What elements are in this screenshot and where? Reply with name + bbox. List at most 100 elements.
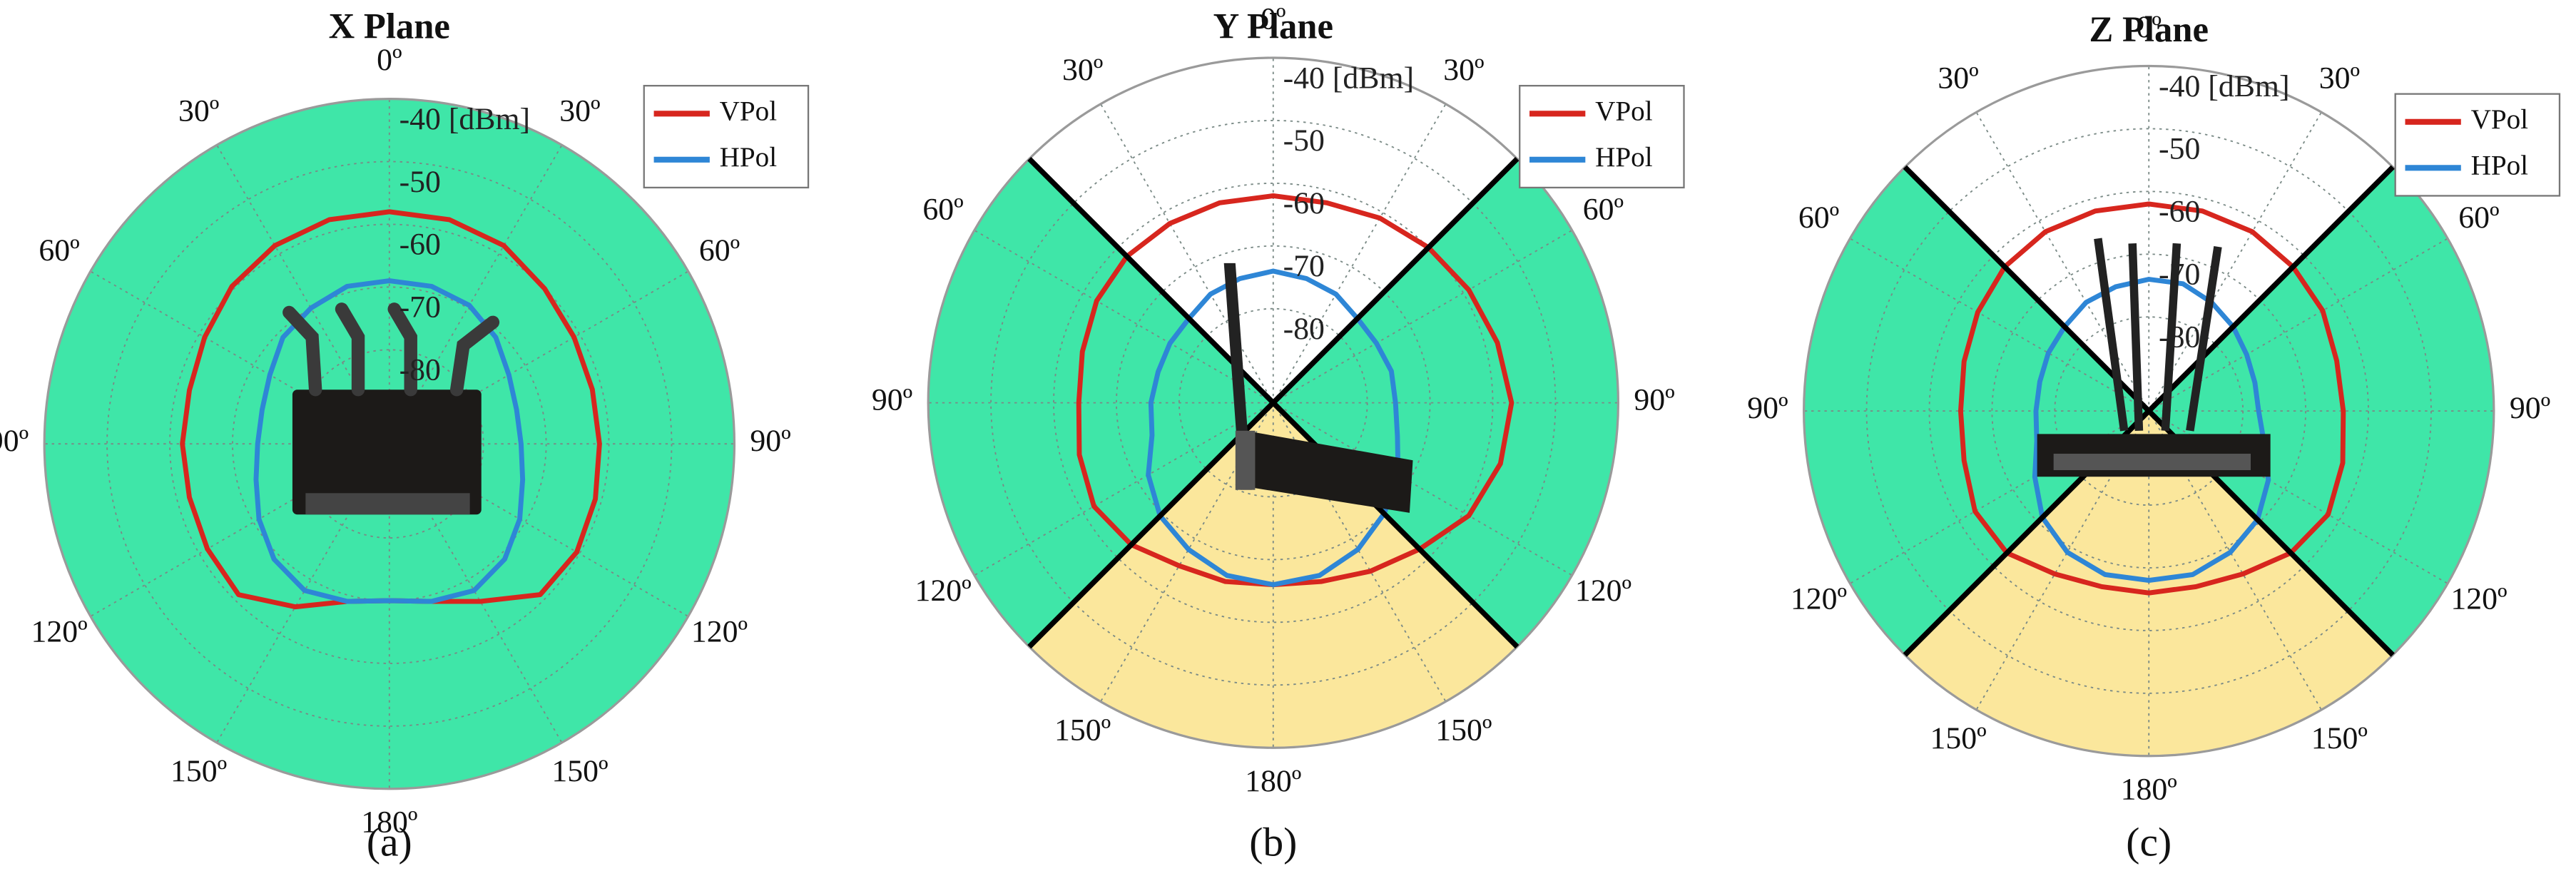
legend-label: HPol bbox=[1595, 142, 1653, 173]
angle-label: 90º bbox=[0, 424, 29, 458]
legend-box bbox=[643, 85, 810, 189]
grid-ring bbox=[990, 120, 1557, 686]
panel-label: (c) bbox=[2126, 820, 2172, 865]
angle-label: 60º bbox=[1798, 200, 1839, 235]
polar-chart: -40 [dBm] -50 -60 -70 -80 0º 30º 60º 90º 120º 150º… bbox=[1747, 9, 2561, 865]
grid-spoke bbox=[2148, 238, 2448, 412]
series-line bbox=[1146, 268, 1401, 588]
grid-spoke bbox=[1272, 402, 1447, 702]
panel-label: (a) bbox=[367, 820, 412, 865]
r-tick-label: -70 bbox=[2159, 258, 2200, 292]
angle-label: 0º bbox=[377, 43, 402, 77]
legend-label: HPol bbox=[720, 142, 778, 173]
grid-spoke bbox=[1849, 238, 2149, 412]
r-tick-label: -60 bbox=[1283, 186, 1325, 220]
legend: VPol HPol bbox=[2394, 93, 2561, 197]
series-line bbox=[253, 278, 526, 604]
angle-label: 60º bbox=[699, 233, 740, 268]
angle-label: 150º bbox=[551, 754, 608, 788]
r-tick-label: -70 bbox=[1283, 249, 1325, 283]
angle-label: 0º bbox=[1261, 1, 1286, 36]
legend-box bbox=[1519, 85, 1685, 189]
angle-label: 60º bbox=[39, 233, 79, 268]
angle-label: 120º bbox=[31, 614, 87, 648]
grid-spoke bbox=[2148, 410, 2448, 584]
r-tick-label: -70 bbox=[399, 290, 441, 325]
legend-label: HPol bbox=[2471, 150, 2529, 180]
r-tick-label: -80 bbox=[2159, 320, 2200, 355]
grid-spoke bbox=[389, 443, 689, 617]
angle-label: 90º bbox=[1747, 391, 1788, 425]
r-tick-label: -50 bbox=[1283, 123, 1325, 158]
legend: VPol HPol bbox=[643, 85, 810, 189]
grid-spoke bbox=[388, 443, 563, 743]
angle-label: 90º bbox=[872, 383, 912, 417]
grid-ring bbox=[232, 286, 547, 601]
r-tick-label: -60 bbox=[399, 228, 441, 262]
device-y bbox=[1223, 263, 1413, 513]
grid-spoke bbox=[1273, 402, 1573, 576]
outer-ring bbox=[43, 97, 736, 790]
outer-ring bbox=[927, 56, 1620, 749]
grid-spoke bbox=[1272, 103, 1447, 404]
angle-label: 150º bbox=[2311, 721, 2368, 755]
angle-label: 90º bbox=[1634, 383, 1674, 417]
legend: VPol HPol bbox=[1519, 85, 1685, 189]
grid-spoke bbox=[974, 230, 1274, 404]
angle-label: 60º bbox=[922, 193, 963, 227]
angle-label: 150º bbox=[170, 754, 227, 788]
sector-divider bbox=[2147, 165, 2395, 413]
panel-label: (b) bbox=[1249, 820, 1297, 865]
chart-title: Z Plane bbox=[2089, 9, 2209, 49]
grid-spoke bbox=[388, 144, 563, 444]
chart-title: Y Plane bbox=[1213, 6, 1333, 46]
legend-box bbox=[2394, 93, 2561, 197]
angle-label: 180º bbox=[361, 805, 417, 840]
r-tick-label: -40 [dBm] bbox=[2159, 69, 2289, 103]
grid-spoke bbox=[216, 144, 390, 444]
chart-title: X Plane bbox=[329, 6, 450, 46]
angle-label: 180º bbox=[2121, 772, 2177, 806]
grid-ring bbox=[1053, 182, 1494, 623]
angle-label: 30º bbox=[1062, 53, 1103, 87]
angle-label: 120º bbox=[691, 614, 748, 648]
r-tick-label: -80 bbox=[399, 353, 441, 387]
legend-label: VPol bbox=[2471, 104, 2529, 135]
grid-spoke bbox=[90, 270, 390, 444]
grid-spoke bbox=[1849, 410, 2149, 584]
series-line bbox=[1958, 201, 2346, 596]
angle-label: 120º bbox=[915, 574, 971, 608]
angle-label: 30º bbox=[178, 94, 219, 128]
grid-spoke bbox=[2148, 410, 2322, 711]
sector-divider bbox=[1027, 401, 1276, 649]
angle-label: 30º bbox=[2319, 61, 2360, 95]
grid-spoke bbox=[90, 443, 390, 617]
angle-label: 120º bbox=[1575, 574, 1631, 608]
angle-label: 60º bbox=[1583, 193, 1624, 227]
sector-divider bbox=[1903, 165, 2151, 413]
angle-label: 90º bbox=[2510, 391, 2550, 425]
polar-chart: -40 [dBm] -50 -60 -70 -80 0º 30º 60º 90º 120º 150º… bbox=[872, 1, 1685, 865]
legend-label: VPol bbox=[720, 96, 778, 126]
angle-label: 30º bbox=[1443, 53, 1484, 87]
device-x bbox=[282, 302, 500, 515]
grid-spoke bbox=[1273, 230, 1573, 404]
series-line bbox=[2032, 277, 2271, 584]
r-tick-label: -50 bbox=[2159, 132, 2200, 166]
grid-spoke bbox=[389, 270, 689, 444]
angle-label: 150º bbox=[1930, 721, 1986, 755]
grid-spoke bbox=[216, 443, 390, 743]
r-tick-label: -40 [dBm] bbox=[1283, 61, 1414, 95]
r-tick-label: -50 bbox=[399, 165, 441, 199]
grid-ring bbox=[1116, 245, 1431, 561]
grid-ring bbox=[106, 161, 673, 727]
grid-spoke bbox=[2148, 111, 2322, 412]
grid-spoke bbox=[1100, 402, 1274, 702]
polar-chart: -40 [dBm] -50 -60 -70 -80 0º 30º 60º 90º 120º 150º… bbox=[0, 6, 810, 865]
grid-ring bbox=[1865, 128, 2432, 694]
r-tick-label: -60 bbox=[2159, 195, 2200, 229]
angle-label: 90º bbox=[750, 424, 790, 458]
grid-spoke bbox=[1975, 111, 2150, 412]
legend-label: VPol bbox=[1595, 96, 1653, 126]
